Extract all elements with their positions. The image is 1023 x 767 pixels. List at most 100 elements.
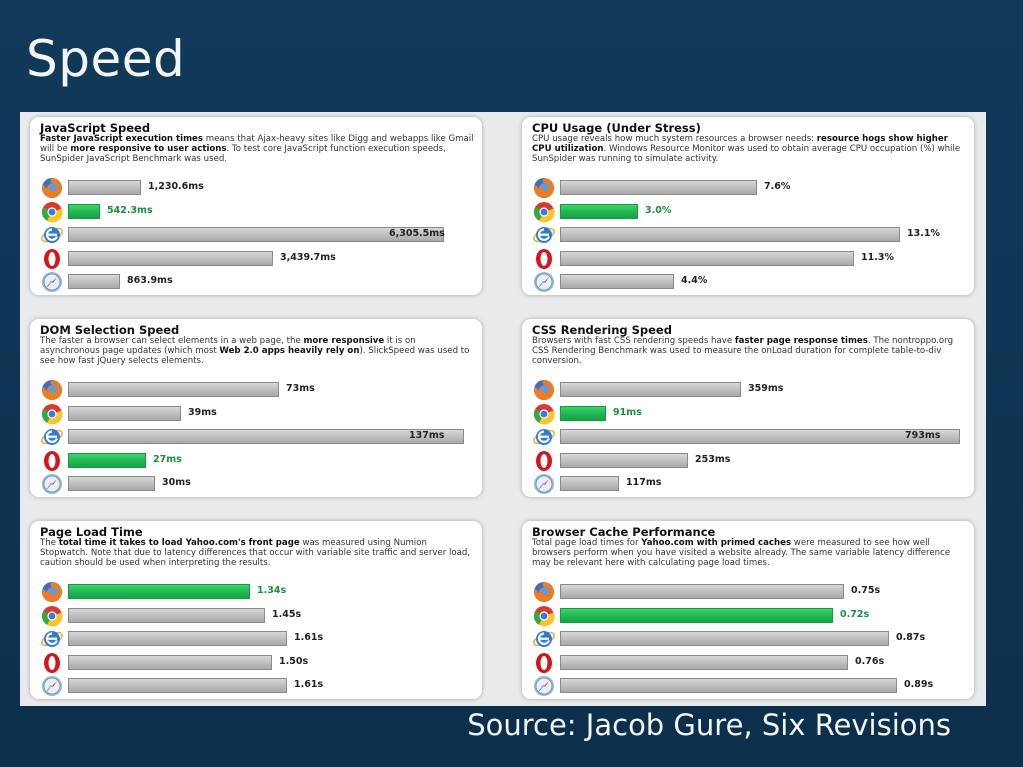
chrome-icon xyxy=(40,604,64,628)
chrome-icon xyxy=(40,402,64,426)
firefox-icon xyxy=(40,378,64,402)
bar-value-label: 1.61s xyxy=(294,679,324,690)
bar xyxy=(68,274,120,289)
bar-value-label: 137ms xyxy=(409,430,445,441)
internet-explorer-icon xyxy=(532,627,556,651)
firefox-icon xyxy=(40,580,64,604)
panel-title: CSS Rendering Speed xyxy=(532,323,672,337)
safari-icon xyxy=(40,270,64,294)
bar-row: 542.3ms xyxy=(30,200,482,222)
bar xyxy=(560,180,757,195)
bar-value-label: 30ms xyxy=(162,477,191,488)
safari-icon xyxy=(532,674,556,698)
panel-description: The total time it takes to load Yahoo.co… xyxy=(40,538,471,569)
opera-icon xyxy=(40,247,64,271)
bar xyxy=(68,631,287,646)
bar xyxy=(560,429,960,444)
internet-explorer-icon xyxy=(40,627,64,651)
bar xyxy=(68,452,146,468)
bar xyxy=(68,382,279,397)
internet-explorer-icon xyxy=(532,425,556,449)
bar-row: 1.61s xyxy=(30,627,482,649)
dom-selection-panel: DOM Selection Speed The faster a browser … xyxy=(30,319,482,497)
bar xyxy=(68,607,265,623)
css-rendering-panel: CSS Rendering Speed Browsers with fast CS… xyxy=(522,319,974,497)
bar xyxy=(560,631,889,646)
cpu-usage-panel: CPU Usage (Under Stress) CPU usage reveal… xyxy=(522,117,974,295)
bar xyxy=(560,250,854,266)
bar-value-label: 359ms xyxy=(748,383,784,394)
source-caption: Source: Jacob Gure, Six Revisions xyxy=(467,708,951,742)
panel-description: The faster a browser can select elements… xyxy=(40,336,470,367)
chrome-icon xyxy=(532,604,556,628)
bar-value-label: 0.89s xyxy=(904,679,934,690)
firefox-icon xyxy=(532,580,556,604)
opera-icon xyxy=(532,651,556,675)
panel-description: CPU usage reveals how much system resour… xyxy=(532,134,961,165)
bar-row: 863.9ms xyxy=(30,270,482,292)
bar xyxy=(560,227,900,242)
firefox-icon xyxy=(532,378,556,402)
bar xyxy=(560,452,688,468)
bar-value-label: 0.87s xyxy=(896,632,926,643)
bar-row: 137ms xyxy=(30,425,482,447)
bar-row: 1.34s xyxy=(30,580,482,602)
cache-performance-panel: Browser Cache Performance Total page load… xyxy=(522,521,974,699)
panel-description: Faster JavaScript execution times means … xyxy=(40,134,474,165)
bar-value-label: 11.3% xyxy=(861,251,894,263)
firefox-icon xyxy=(532,176,556,200)
chrome-icon xyxy=(532,402,556,426)
bar-row: 6,305.5ms xyxy=(30,223,482,245)
bar-row: 11.3% xyxy=(522,247,974,269)
bar-row: 1.50s xyxy=(30,651,482,673)
bar xyxy=(560,405,606,421)
bar-row: 3.0% xyxy=(522,200,974,222)
firefox-icon xyxy=(40,176,64,200)
safari-icon xyxy=(40,674,64,698)
bar-row: 91ms xyxy=(522,402,974,424)
safari-icon xyxy=(532,270,556,294)
bar-value-label: 863.9ms xyxy=(127,275,173,286)
bar xyxy=(68,405,181,421)
bar-value-label: 0.76s xyxy=(855,655,885,667)
bar-row: 3,439.7ms xyxy=(30,247,482,269)
slide-title: Speed xyxy=(26,30,186,88)
panel-title: JavaScript Speed xyxy=(40,121,151,135)
bar-row: 359ms xyxy=(522,378,974,400)
panel-title: CPU Usage (Under Stress) xyxy=(532,121,701,135)
bar-value-label: 117ms xyxy=(626,477,662,488)
bar-value-label: 3,439.7ms xyxy=(280,251,336,263)
bar-value-label: 1.34s xyxy=(257,585,287,596)
bar-row: 4.4% xyxy=(522,270,974,292)
bar-value-label: 1.50s xyxy=(279,655,309,667)
bar-value-label: 91ms xyxy=(613,406,642,418)
benchmark-figure: JavaScript Speed Faster JavaScript execut… xyxy=(20,112,986,706)
panel-description: Total page load times for Yahoo.com with… xyxy=(532,538,951,569)
bar xyxy=(68,476,155,491)
bar-value-label: 6,305.5ms xyxy=(389,228,445,239)
bar xyxy=(68,584,250,599)
bar-value-label: 3.0% xyxy=(645,204,672,216)
bar-value-label: 0.72s xyxy=(840,608,870,620)
bar-value-label: 253ms xyxy=(695,453,731,465)
bar-value-label: 4.4% xyxy=(681,275,708,286)
bar xyxy=(68,180,141,195)
bar xyxy=(560,584,844,599)
opera-icon xyxy=(40,449,64,473)
bar xyxy=(560,678,897,693)
bar-row: 0.87s xyxy=(522,627,974,649)
bar-value-label: 13.1% xyxy=(907,228,940,239)
bar-row: 0.76s xyxy=(522,651,974,673)
bar-row: 73ms xyxy=(30,378,482,400)
bar-row: 0.72s xyxy=(522,604,974,626)
bar-row: 13.1% xyxy=(522,223,974,245)
bar-row: 27ms xyxy=(30,449,482,471)
opera-icon xyxy=(532,247,556,271)
bar-value-label: 1.61s xyxy=(294,632,324,643)
bar xyxy=(560,203,638,219)
bar-value-label: 39ms xyxy=(188,406,217,418)
bar xyxy=(68,654,272,670)
panel-title: Browser Cache Performance xyxy=(532,525,716,539)
bar-row: 1.45s xyxy=(30,604,482,626)
panel-title: DOM Selection Speed xyxy=(40,323,180,337)
